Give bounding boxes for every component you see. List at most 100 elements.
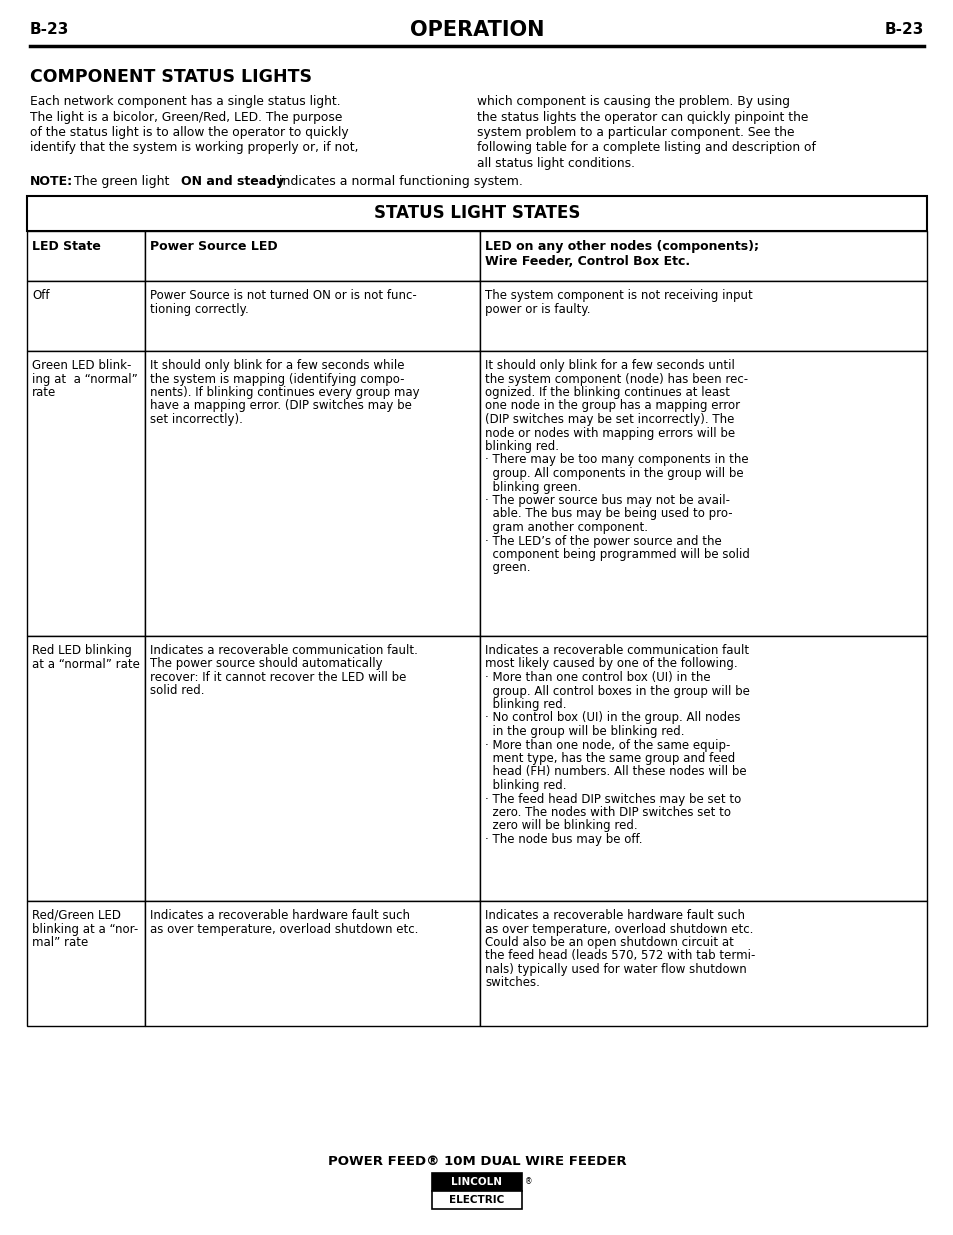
Text: mal” rate: mal” rate	[32, 936, 89, 948]
Text: POWER FEED® 10M DUAL WIRE FEEDER: POWER FEED® 10M DUAL WIRE FEEDER	[327, 1155, 626, 1168]
Text: Power Source LED: Power Source LED	[150, 240, 277, 253]
Text: the status lights the operator can quickly pinpoint the: the status lights the operator can quick…	[476, 110, 807, 124]
Text: The light is a bicolor, Green/Red, LED. The purpose: The light is a bicolor, Green/Red, LED. …	[30, 110, 342, 124]
Text: nals) typically used for water flow shutdown: nals) typically used for water flow shut…	[484, 963, 746, 976]
Text: Could also be an open shutdown circuit at: Could also be an open shutdown circuit a…	[484, 936, 733, 948]
Text: ®: ®	[524, 1177, 532, 1186]
Bar	[145, 636, 479, 902]
Text: ing at  a “normal”: ing at a “normal”	[32, 373, 137, 385]
Text: zero will be blinking red.: zero will be blinking red.	[484, 820, 637, 832]
Text: ment type, has the same group and feed: ment type, has the same group and feed	[484, 752, 735, 764]
Text: at a “normal” rate: at a “normal” rate	[32, 657, 140, 671]
Text: all status light conditions.: all status light conditions.	[476, 157, 635, 170]
Text: group. All components in the group will be: group. All components in the group will …	[484, 467, 742, 480]
Bar	[479, 231, 926, 282]
Bar	[27, 282, 145, 351]
Text: set incorrectly).: set incorrectly).	[150, 412, 243, 426]
Text: · The feed head DIP switches may be set to: · The feed head DIP switches may be set …	[484, 793, 740, 805]
Text: the system component (node) has been rec-: the system component (node) has been rec…	[484, 373, 747, 385]
Text: Red LED blinking: Red LED blinking	[32, 643, 132, 657]
Text: zero. The nodes with DIP switches set to: zero. The nodes with DIP switches set to	[484, 806, 730, 819]
Text: Power Source is not turned ON or is not func-: Power Source is not turned ON or is not …	[150, 289, 416, 303]
Text: · No control box (UI) in the group. All nodes: · No control box (UI) in the group. All …	[484, 711, 740, 725]
Text: recover: If it cannot recover the LED will be: recover: If it cannot recover the LED wi…	[150, 671, 406, 684]
Text: of the status light is to allow the operator to quickly: of the status light is to allow the oper…	[30, 126, 348, 140]
Text: LED State: LED State	[32, 240, 101, 253]
Text: have a mapping error. (DIP switches may be: have a mapping error. (DIP switches may …	[150, 399, 412, 412]
Bar	[479, 636, 926, 902]
Text: following table for a complete listing and description of: following table for a complete listing a…	[476, 142, 815, 154]
Text: · More than one node, of the same equip-: · More than one node, of the same equip-	[484, 739, 730, 752]
Text: able. The bus may be being used to pro-: able. The bus may be being used to pro-	[484, 508, 732, 520]
Bar	[145, 282, 479, 351]
Text: tioning correctly.: tioning correctly.	[150, 303, 249, 315]
Text: · There may be too many components in the: · There may be too many components in th…	[484, 453, 748, 467]
Text: Indicates a recoverable communication fault.: Indicates a recoverable communication fa…	[150, 643, 417, 657]
Text: The green light: The green light	[74, 175, 173, 188]
Bar	[145, 351, 479, 636]
Text: blinking red.: blinking red.	[484, 779, 566, 792]
Text: indicates a normal functioning system.: indicates a normal functioning system.	[278, 175, 522, 188]
Text: (DIP switches may be set incorrectly). The: (DIP switches may be set incorrectly). T…	[484, 412, 734, 426]
Bar	[432, 1191, 521, 1209]
Bar	[479, 351, 926, 636]
Text: switches.: switches.	[484, 977, 539, 989]
Bar	[27, 196, 926, 231]
Text: in the group will be blinking red.: in the group will be blinking red.	[484, 725, 684, 739]
Text: B-23: B-23	[883, 22, 923, 37]
Text: green.: green.	[484, 562, 530, 574]
Text: as over temperature, overload shutdown etc.: as over temperature, overload shutdown e…	[484, 923, 753, 935]
Bar	[432, 1173, 521, 1191]
Text: component being programmed will be solid: component being programmed will be solid	[484, 548, 749, 561]
Text: · The LED’s of the power source and the: · The LED’s of the power source and the	[484, 535, 721, 547]
Text: · The node bus may be off.: · The node bus may be off.	[484, 832, 641, 846]
Text: blinking green.: blinking green.	[484, 480, 580, 494]
Bar	[145, 902, 479, 1026]
Text: LINCOLN: LINCOLN	[451, 1177, 502, 1187]
Text: Indicates a recoverable hardware fault such: Indicates a recoverable hardware fault s…	[484, 909, 744, 923]
Bar	[27, 902, 145, 1026]
Text: node or nodes with mapping errors will be: node or nodes with mapping errors will b…	[484, 426, 735, 440]
Text: The power source should automatically: The power source should automatically	[150, 657, 382, 671]
Text: NOTE:: NOTE:	[30, 175, 73, 188]
Text: power or is faulty.: power or is faulty.	[484, 303, 590, 315]
Text: Off: Off	[32, 289, 50, 303]
Text: most likely caused by one of the following.: most likely caused by one of the followi…	[484, 657, 737, 671]
Text: It should only blink for a few seconds while: It should only blink for a few seconds w…	[150, 359, 404, 372]
Text: Indicates a recoverable communication fault: Indicates a recoverable communication fa…	[484, 643, 748, 657]
Text: Green LED blink-: Green LED blink-	[32, 359, 132, 372]
Text: · More than one control box (UI) in the: · More than one control box (UI) in the	[484, 671, 710, 684]
Text: Red/Green LED: Red/Green LED	[32, 909, 121, 923]
Text: blinking red.: blinking red.	[484, 440, 558, 453]
Bar	[479, 902, 926, 1026]
Text: It should only blink for a few seconds until: It should only blink for a few seconds u…	[484, 359, 734, 372]
Bar	[145, 231, 479, 282]
Text: as over temperature, overload shutdown etc.: as over temperature, overload shutdown e…	[150, 923, 418, 935]
Text: ELECTRIC: ELECTRIC	[449, 1195, 504, 1205]
Text: rate: rate	[32, 387, 56, 399]
Text: STATUS LIGHT STATES: STATUS LIGHT STATES	[374, 205, 579, 222]
Text: OPERATION: OPERATION	[410, 20, 543, 40]
Text: Wire Feeder, Control Box Etc.: Wire Feeder, Control Box Etc.	[484, 254, 689, 268]
Text: one node in the group has a mapping error: one node in the group has a mapping erro…	[484, 399, 740, 412]
Text: gram another component.: gram another component.	[484, 521, 647, 534]
Text: system problem to a particular component. See the: system problem to a particular component…	[476, 126, 794, 140]
Text: ognized. If the blinking continues at least: ognized. If the blinking continues at le…	[484, 387, 729, 399]
Bar	[479, 282, 926, 351]
Bar	[27, 636, 145, 902]
Text: Each network component has a single status light.: Each network component has a single stat…	[30, 95, 340, 107]
Text: blinking at a “nor-: blinking at a “nor-	[32, 923, 138, 935]
Text: the system is mapping (identifying compo-: the system is mapping (identifying compo…	[150, 373, 404, 385]
Text: identify that the system is working properly or, if not,: identify that the system is working prop…	[30, 142, 358, 154]
Text: ON and steady: ON and steady	[181, 175, 284, 188]
Bar	[27, 231, 145, 282]
Text: nents). If blinking continues every group may: nents). If blinking continues every grou…	[150, 387, 419, 399]
Text: the feed head (leads 570, 572 with tab termi-: the feed head (leads 570, 572 with tab t…	[484, 950, 755, 962]
Bar	[27, 351, 145, 636]
Text: blinking red.: blinking red.	[484, 698, 566, 711]
Text: The system component is not receiving input: The system component is not receiving in…	[484, 289, 752, 303]
Text: group. All control boxes in the group will be: group. All control boxes in the group wi…	[484, 684, 749, 698]
Text: COMPONENT STATUS LIGHTS: COMPONENT STATUS LIGHTS	[30, 68, 312, 86]
Text: B-23: B-23	[30, 22, 70, 37]
Text: · The power source bus may not be avail-: · The power source bus may not be avail-	[484, 494, 729, 508]
